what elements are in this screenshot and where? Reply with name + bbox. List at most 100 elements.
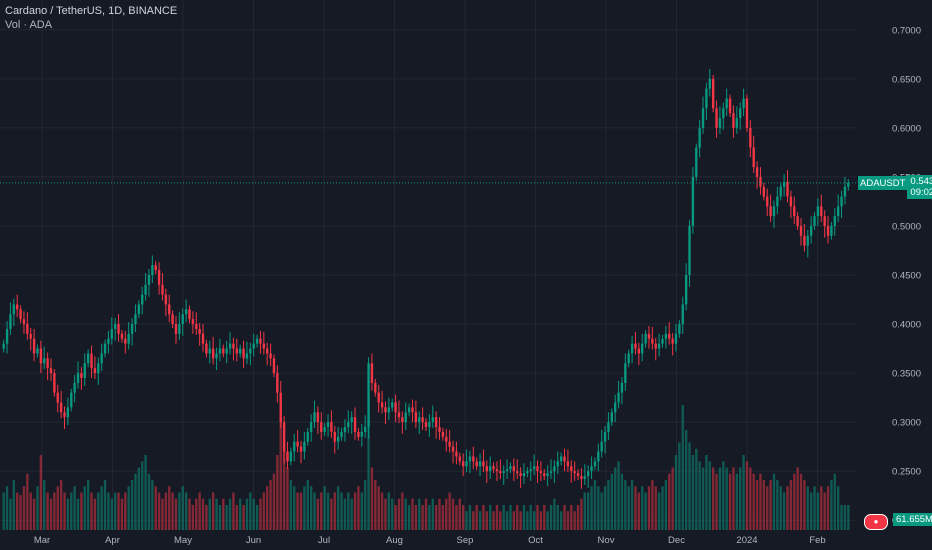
candle-body [266,348,269,354]
volume-bar [583,492,586,530]
volume-bar [53,492,56,530]
candle-body [475,461,478,467]
volume-bar [762,480,766,530]
candle-body [809,225,813,236]
volume-bar [424,498,428,530]
volume-bar [735,473,739,530]
volume-bar [184,492,188,530]
volume-bar [394,505,397,530]
volume-legend[interactable]: Vol · ADA [5,19,53,31]
candle-body [539,471,543,474]
volume-bar [147,473,151,530]
candle-body [563,456,566,462]
volume-bar [117,492,120,530]
volume-bar [566,511,570,530]
volume-bar [657,492,661,530]
volume-bar [637,492,641,530]
candle-body [461,461,465,467]
volume-bar [563,505,566,530]
candle-body [600,441,603,452]
volume-bar [110,498,113,530]
candle-body [306,431,309,442]
candle-body [46,358,49,369]
candle-body [195,324,198,329]
volume-bar [350,498,353,530]
volume-bar [681,405,684,530]
candle-body [279,392,282,423]
volume-bar [205,505,208,530]
candle-body [289,451,293,462]
candle-body [553,466,556,472]
events-badge-icon[interactable]: ● [864,514,888,530]
volume-bar [272,473,276,530]
candle-body [168,304,171,315]
volume-bar [374,480,377,530]
volume-bar [201,498,205,530]
candle-body [198,328,201,334]
volume-bar [627,486,630,530]
candle-body [624,363,627,383]
candle-body [441,431,445,437]
volume-bar [485,511,488,530]
time-axis[interactable]: Mar Apr May Jun Jul Aug Sep Oct Nov Dec 2024 Feb [34,535,826,546]
candle-body [191,319,195,325]
volume-bar [428,505,431,530]
candle-body [830,225,833,236]
volume-bars [2,405,850,530]
volume-bar [448,492,451,530]
volume-bar [789,480,793,530]
volume-bar [107,492,110,530]
candle-body [5,328,9,344]
candle-body [438,427,441,432]
candle-body [745,98,749,128]
volume-bar [499,511,502,530]
candle-body [502,471,505,474]
y-tick-label: 0.3500 [892,369,921,380]
volume-bar [813,486,816,530]
candle-body [208,348,211,354]
candle-body [681,304,684,325]
candle-body [103,343,107,354]
volume-bar [154,486,157,530]
symbol-title[interactable]: Cardano / TetherUS, 1D, BINANCE [5,5,178,17]
volume-bar [387,492,391,530]
volume-bar [843,505,847,530]
candle-body [370,363,374,383]
volume-bar [434,505,438,530]
candle-body [664,333,668,339]
x-tick-label: Mar [34,535,50,546]
candle-body [56,392,59,403]
candle-body [722,108,725,119]
volume-bar [347,492,350,530]
volume-bar [276,455,279,530]
candle-body [495,469,499,472]
volume-bar [70,492,73,530]
candle-body [286,451,289,462]
volume-bar [708,461,711,530]
volume-bar [749,467,752,530]
volume-bar [573,511,576,530]
volume-bar [519,511,522,530]
volume-bar [502,505,505,530]
candle-body [472,456,475,462]
volume-bar [279,417,282,530]
x-tick-label: Oct [528,535,543,546]
volume-bar [259,498,262,530]
volume-bar [245,498,249,530]
candle-body [820,206,823,217]
candle-body [414,412,418,423]
price-axis[interactable]: 0.70000.65000.60000.55000.50000.45000.40… [892,25,921,526]
volume-bar [796,467,799,530]
x-tick-label: Sep [457,535,474,546]
volume-bar [580,498,583,530]
candle-body [19,309,22,320]
candle-body [840,196,843,207]
candle-body [813,216,816,226]
candle-body [485,466,488,472]
volume-bar [299,492,303,530]
candle-body [661,338,664,344]
candle-body [536,466,539,472]
candle-body [583,476,586,479]
volume-bar [282,442,286,530]
